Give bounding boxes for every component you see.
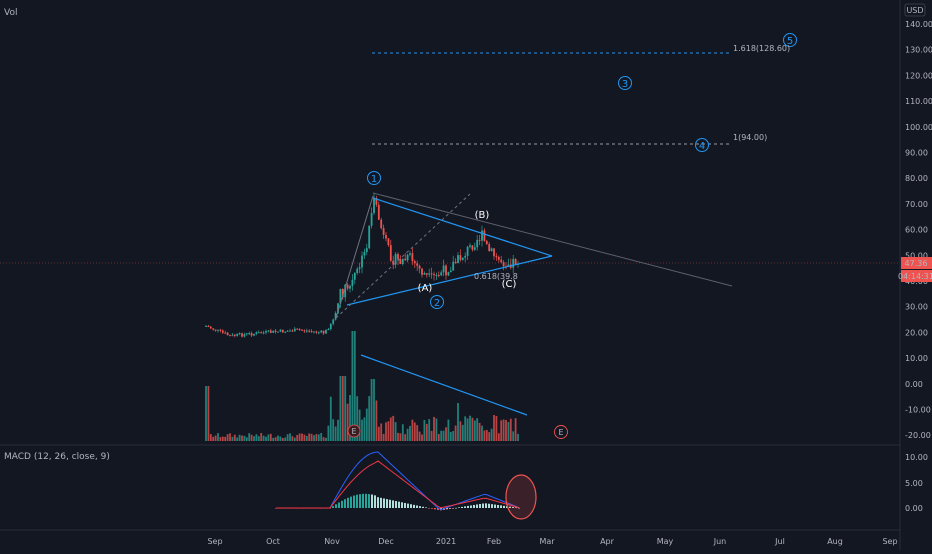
time-tick-label: May (657, 537, 674, 546)
long-resistance-line[interactable] (372, 192, 733, 287)
price-tick-label: 0.00 (905, 380, 923, 389)
time-tick-label: Dec (378, 537, 393, 546)
price-tick-label: -10.00 (905, 406, 931, 415)
price-tick-label: 140.00 (905, 20, 932, 29)
time-tick-label: Apr (600, 537, 615, 546)
triangle-upper-line[interactable] (372, 197, 553, 257)
svg-text:E: E (558, 428, 563, 437)
triangle-lower-line[interactable] (346, 255, 553, 306)
dashed-trend-line[interactable] (335, 193, 471, 319)
price-tick-label: 120.00 (905, 71, 932, 80)
wave-label-5[interactable]: 5 (783, 33, 797, 48)
wave-label-a[interactable]: (A) (418, 283, 433, 294)
wave-label-2[interactable]: 2 (430, 295, 444, 310)
price-tick-label: 70.00 (905, 200, 928, 209)
wave-label-1[interactable]: 1 (367, 171, 381, 186)
wave-label-c[interactable]: (C) (502, 279, 517, 290)
macd-signal-line (276, 460, 520, 509)
price-tick-label: 110.00 (905, 97, 932, 106)
candlesticks (205, 192, 519, 338)
fib-label-0618: 0.618(39.8 (474, 272, 518, 281)
macd-histogram (275, 493, 520, 511)
svg-text:4: 4 (699, 141, 705, 152)
highlight-ellipse[interactable] (505, 474, 537, 520)
time-tick-label: Mar (539, 537, 555, 546)
time-tick-label: 2021 (436, 537, 456, 546)
time-axis[interactable]: Sep Oct Nov Dec 2021 Feb Mar Apr May Jun Jul Aug Sep (207, 537, 897, 546)
earnings-marker-1[interactable]: E (347, 424, 361, 438)
earnings-marker-2[interactable]: E (554, 425, 568, 439)
svg-text:1: 1 (371, 174, 377, 185)
fib-label-1: 1(94.00) (733, 133, 767, 142)
macd-tick-label: 0.00 (905, 504, 923, 513)
price-tick-label: 130.00 (905, 46, 932, 55)
svg-text:5: 5 (787, 36, 793, 47)
svg-text:04:14:31: 04:14:31 (898, 272, 932, 281)
price-tick-label: 10.00 (905, 354, 928, 363)
price-tick-label: 50.00 (905, 251, 928, 260)
currency-label[interactable]: USD (904, 3, 926, 17)
macd-tick-label: 5.00 (905, 479, 923, 488)
price-tick-label: 100.00 (905, 123, 932, 132)
bar-countdown-badge: 04:14:31 (898, 270, 932, 282)
svg-text:3: 3 (622, 79, 628, 90)
svg-text:E: E (351, 427, 356, 436)
fib-label-1618: 1.618(128.60) (733, 44, 790, 53)
macd-axis[interactable]: 10.00 5.00 0.00 (905, 453, 928, 513)
wave-1-line[interactable] (335, 195, 374, 319)
time-tick-label: Nov (324, 537, 340, 546)
wave-label-3[interactable]: 3 (618, 76, 632, 91)
time-tick-label: Jun (713, 537, 727, 546)
svg-text:2: 2 (434, 298, 440, 309)
wave-label-4[interactable]: 4 (695, 138, 709, 153)
volume-bars (205, 331, 519, 441)
volume-indicator-label[interactable]: Vol (4, 8, 17, 18)
time-tick-label: Feb (487, 537, 501, 546)
macd-line (276, 451, 520, 511)
price-tick-label: 30.00 (905, 303, 928, 312)
price-tick-label: 80.00 (905, 174, 928, 183)
svg-text:47.36: 47.36 (905, 259, 928, 268)
time-tick-label: Sep (882, 537, 897, 546)
macd-tick-label: 10.00 (905, 453, 928, 462)
price-tick-label: -20.00 (905, 431, 931, 440)
svg-text:USD: USD (906, 6, 923, 15)
price-tick-label: 60.00 (905, 226, 928, 235)
time-tick-label: Oct (266, 537, 280, 546)
macd-indicator-label[interactable]: MACD (12, 26, close, 9) (4, 452, 110, 462)
price-tick-label: 20.00 (905, 328, 928, 337)
last-price-badge: 47.36 (901, 257, 932, 269)
volume-trend-line[interactable] (360, 354, 528, 416)
price-tick-label: 90.00 (905, 149, 928, 158)
time-tick-label: Jul (774, 537, 785, 546)
price-axis[interactable]: 140.00 130.00 120.00 110.00 100.00 90.00 80.00… (905, 20, 932, 440)
wave-label-b[interactable]: (B) (475, 210, 490, 221)
time-tick-label: Sep (207, 537, 222, 546)
time-tick-label: Aug (827, 537, 843, 546)
